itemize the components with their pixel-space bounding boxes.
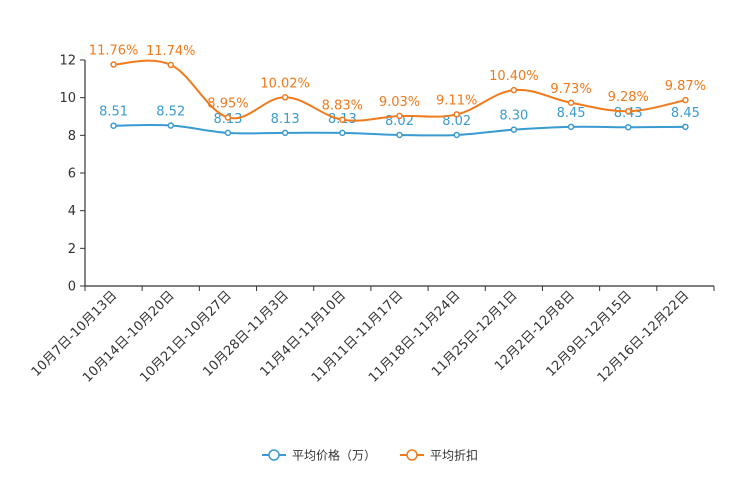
data-label-discount: 9.28% <box>608 90 649 105</box>
data-point-discount[interactable] <box>682 96 689 104</box>
data-label-discount: 9.03% <box>379 95 420 110</box>
data-label-discount: 9.87% <box>665 79 706 94</box>
data-point-discount[interactable] <box>167 61 175 69</box>
data-point-price[interactable] <box>339 129 346 137</box>
data-point-price[interactable] <box>396 131 403 139</box>
data-label-discount: 9.73% <box>550 82 591 97</box>
data-point-price[interactable] <box>281 129 289 137</box>
data-point-price[interactable] <box>167 122 175 129</box>
data-point-discount[interactable] <box>453 111 460 118</box>
data-point-discount[interactable] <box>567 99 575 107</box>
series-line-discount <box>113 59 686 122</box>
y-tick-label: 8 <box>68 129 76 144</box>
data-point-discount[interactable] <box>624 107 632 115</box>
data-point-discount[interactable] <box>339 116 346 123</box>
y-tick-label: 0 <box>68 280 76 295</box>
data-label-discount: 10.02% <box>260 76 310 91</box>
data-label-price: 8.02 <box>442 114 471 129</box>
data-label-price: 8.30 <box>499 109 528 124</box>
data-label-discount: 10.40% <box>489 69 539 84</box>
data-point-discount[interactable] <box>396 112 403 120</box>
data-label-discount: 11.76% <box>89 44 139 59</box>
data-label-discount: 8.95% <box>207 96 248 111</box>
data-label-price: 8.45 <box>671 106 700 121</box>
data-label-discount: 9.11% <box>436 93 477 108</box>
legend-label-discount[interactable]: 平均折扣 <box>430 448 478 463</box>
y-tick-label: 12 <box>59 54 76 69</box>
data-label-price: 8.02 <box>385 114 414 129</box>
data-label-price: 8.51 <box>99 105 128 120</box>
data-point-discount[interactable] <box>224 114 232 121</box>
data-point-price[interactable] <box>682 123 689 131</box>
legend-marker-price[interactable] <box>268 449 280 461</box>
data-point-price[interactable] <box>224 129 232 137</box>
data-label-discount: 11.74% <box>146 44 196 59</box>
y-tick-label: 4 <box>68 204 76 219</box>
data-point-discount[interactable] <box>110 61 117 68</box>
data-label-price: 8.45 <box>557 106 586 121</box>
data-point-price[interactable] <box>510 126 518 133</box>
data-point-price[interactable] <box>453 131 460 139</box>
y-tick-label: 2 <box>68 242 76 257</box>
data-label-discount: 8.83% <box>322 99 363 114</box>
data-point-price[interactable] <box>110 122 117 129</box>
data-label-price: 8.13 <box>271 112 300 127</box>
data-point-price[interactable] <box>624 123 632 131</box>
data-point-price[interactable] <box>567 123 575 131</box>
legend-marker-discount[interactable] <box>406 449 418 461</box>
data-label-price: 8.52 <box>156 105 185 120</box>
y-tick-label: 6 <box>68 167 76 182</box>
data-point-discount[interactable] <box>510 86 518 94</box>
legend-label-price[interactable]: 平均价格（万） <box>292 448 376 463</box>
data-point-discount[interactable] <box>281 94 289 101</box>
y-tick-label: 10 <box>59 91 76 106</box>
